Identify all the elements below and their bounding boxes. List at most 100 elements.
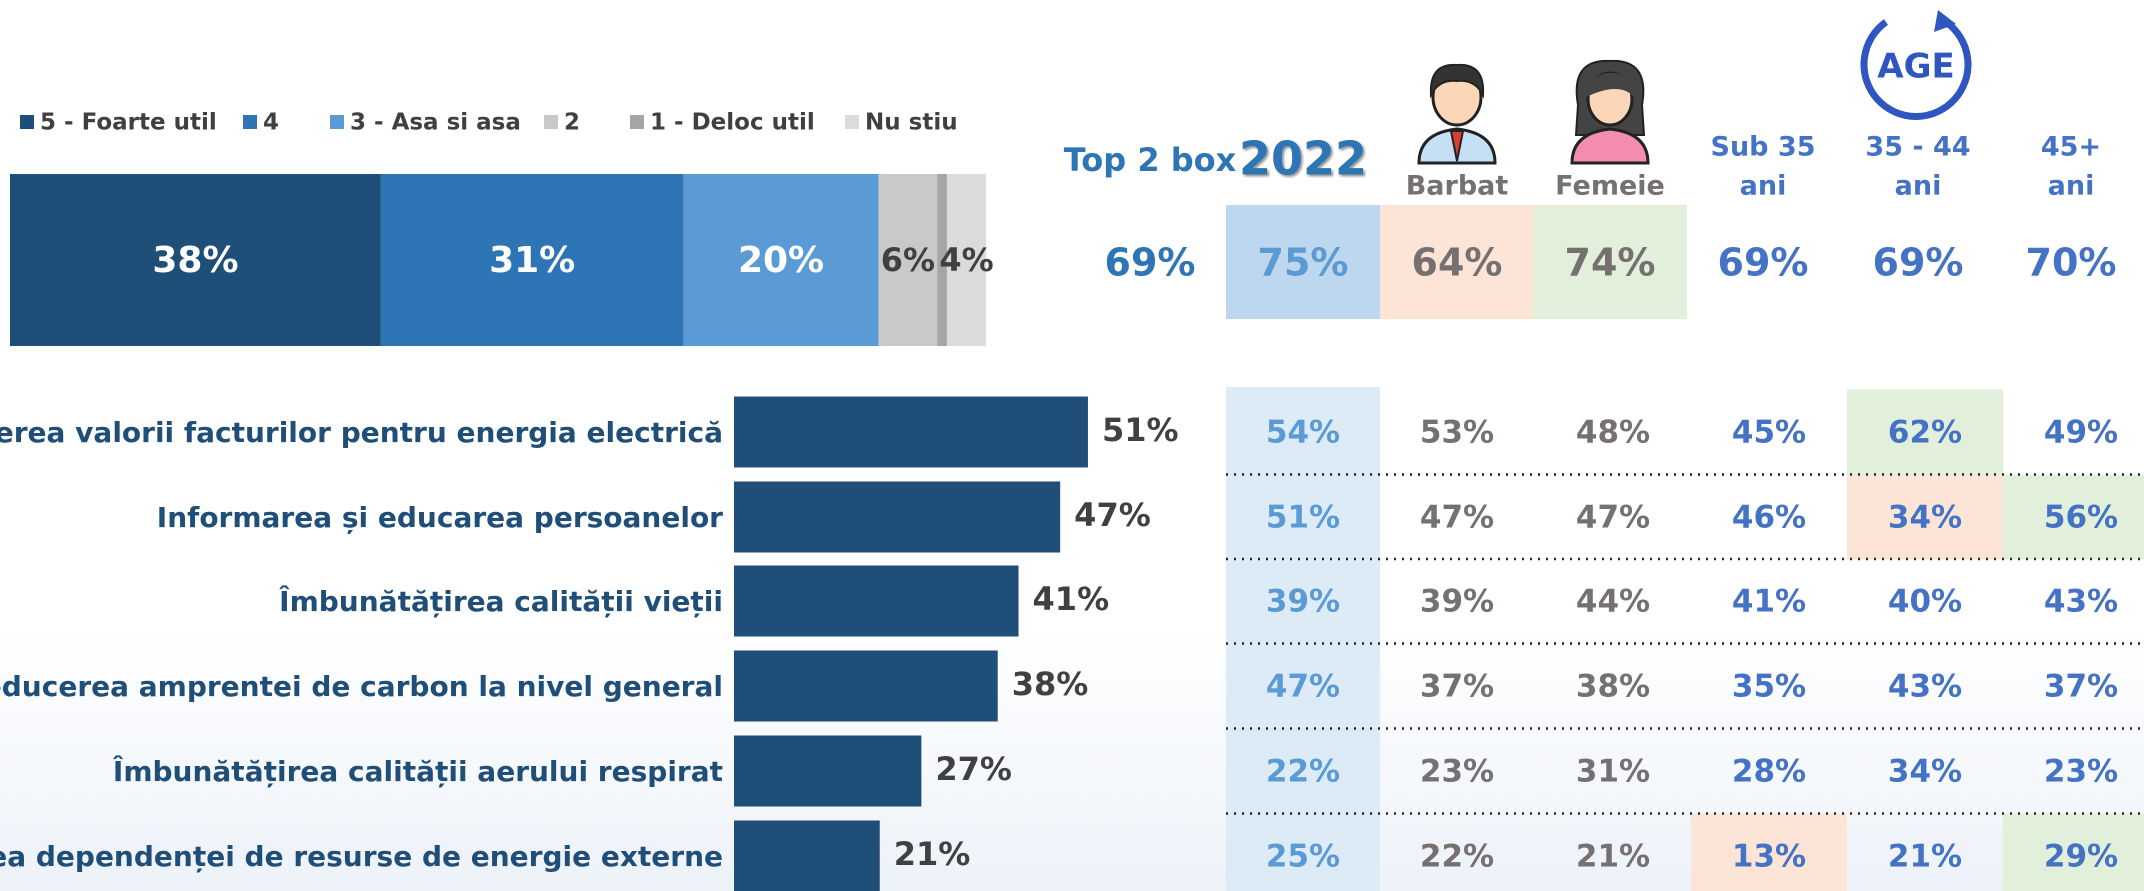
column-header: ani (1740, 171, 1787, 202)
cell-value: 29% (2044, 839, 2118, 875)
legend-swatch (20, 115, 34, 129)
legend-swatch (845, 115, 859, 129)
cell-value: 22% (1420, 839, 1494, 875)
bar-label: 21% (894, 835, 971, 873)
column-total: 64% (1412, 241, 1503, 285)
stacked-segment (683, 174, 879, 346)
bar (734, 650, 998, 722)
cell-value: 13% (1732, 839, 1806, 875)
column-background (1226, 387, 1380, 891)
bar (734, 735, 922, 807)
legend-label: 2 (564, 110, 580, 136)
age-icon (1860, 10, 1972, 120)
cell-value: 37% (2044, 669, 2118, 705)
cell-value: 37% (1420, 669, 1494, 705)
cell-value: 25% (1266, 839, 1340, 875)
stacked-segment (10, 174, 381, 346)
column-total: 75% (1258, 241, 1349, 285)
cell-value: 51% (1266, 500, 1340, 536)
segment-label: 6% (881, 241, 935, 279)
category-label: Îmbunătățirea calității vieții (279, 584, 723, 618)
cell-highlight (1847, 389, 2003, 475)
cell-value: 47% (1266, 669, 1340, 705)
cell-value: 34% (1888, 754, 1962, 790)
legend-label: 3 - Asa si asa (350, 110, 521, 136)
category-label: Reducerea dependenței de resurse de ener… (0, 840, 723, 873)
segment-label: 4% (939, 241, 993, 279)
stacked-segment (878, 174, 938, 346)
legend-label: 4 (263, 110, 279, 136)
icons (1417, 10, 1972, 165)
total-background (1533, 205, 1687, 319)
cell-value: 53% (1420, 415, 1494, 451)
cell-value: 39% (1420, 584, 1494, 620)
legend-swatch (630, 115, 644, 129)
cell-value: 21% (1576, 839, 1650, 875)
total-background (1226, 205, 1380, 319)
legend-label: Nu stiu (865, 110, 958, 136)
cell-value: 54% (1266, 415, 1340, 451)
cell-highlight (2003, 813, 2144, 891)
category-label: Informarea și educarea persoanelor (157, 501, 723, 534)
cell-value: 44% (1576, 584, 1650, 620)
cell-value: 38% (1576, 669, 1650, 705)
woman-icon (1570, 59, 1650, 165)
cell-highlight (2003, 474, 2144, 560)
cell-highlight (1847, 474, 2003, 560)
cell-value: 48% (1576, 415, 1650, 451)
cell-value: 62% (1888, 415, 1962, 451)
cell-value: 47% (1576, 500, 1650, 536)
column-header: ani (1895, 171, 1942, 202)
bar-label: 51% (1102, 411, 1179, 449)
cell-value: 39% (1266, 584, 1340, 620)
column-header: 2022 (1239, 132, 1367, 186)
cell-value: 41% (1732, 584, 1806, 620)
bar-label: 27% (935, 750, 1012, 788)
cell-value: 43% (2044, 584, 2118, 620)
cell-value: 23% (2044, 754, 2118, 790)
top2box-label: Top 2 box (1064, 141, 1237, 179)
cell-value: 35% (1732, 669, 1806, 705)
bar (734, 396, 1088, 468)
bar (734, 820, 880, 891)
column-header: Sub 35 (1711, 132, 1816, 163)
column-total: 70% (2026, 241, 2117, 285)
category-label: Îmbunătățirea calității aerului respirat (113, 754, 723, 788)
bar (734, 565, 1019, 637)
cell-value: 56% (2044, 500, 2118, 536)
stacked-segment (937, 174, 947, 346)
column-header: Barbat (1406, 171, 1509, 202)
cell-value: 23% (1420, 754, 1494, 790)
category-label: Reducerea amprentei de carbon la nivel g… (0, 670, 723, 703)
segment-label: 20% (738, 240, 824, 281)
legend-label: 1 - Deloc util (650, 110, 815, 136)
legend-label: 5 - Foarte util (40, 110, 217, 136)
cell-value: 34% (1888, 500, 1962, 536)
total-background (1380, 205, 1534, 319)
cell-value: 28% (1732, 754, 1806, 790)
column-header: 35 - 44 (1865, 132, 1970, 163)
column-total: 74% (1565, 241, 1656, 285)
man-icon (1417, 63, 1497, 165)
column-header: 45+ (2041, 132, 2101, 163)
column-total: 69% (1718, 241, 1809, 285)
cell-value: 46% (1732, 500, 1806, 536)
segment-label: 31% (489, 240, 575, 281)
bar-label: 47% (1074, 496, 1151, 534)
top2box-value: 69% (1105, 241, 1196, 285)
cell-value: 49% (2044, 415, 2118, 451)
stacked-segment (380, 174, 684, 346)
cell-value: 21% (1888, 839, 1962, 875)
legend-swatch (243, 115, 257, 129)
column-header: ani (2048, 171, 2095, 202)
cell-value: 45% (1732, 415, 1806, 451)
cell-value: 43% (1888, 669, 1962, 705)
bar-label: 38% (1012, 665, 1089, 703)
legend-swatch (544, 115, 558, 129)
age-icon-label: AGE (1877, 47, 1954, 87)
cell-highlight (1691, 813, 1847, 891)
cell-value: 22% (1266, 754, 1340, 790)
column-header: Femeie (1555, 171, 1665, 202)
